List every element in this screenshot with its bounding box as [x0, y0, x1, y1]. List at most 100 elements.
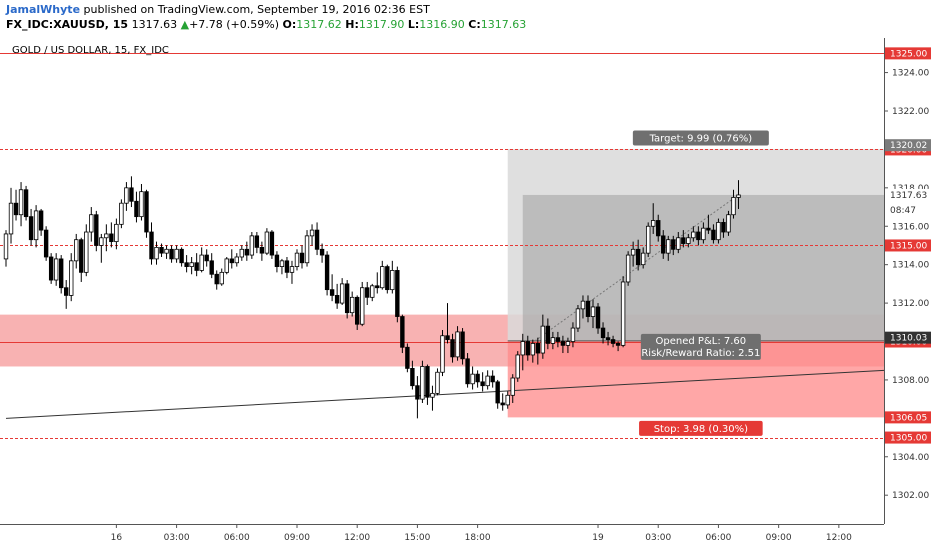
- candle-body: [349, 296, 355, 314]
- target-label: Target: 9.99 (0.76%): [649, 134, 753, 145]
- candle-body: [385, 266, 390, 291]
- chart-canvas[interactable]: Target: 9.99 (0.76%) Stop: 3.98 (0.30%) Op…: [0, 38, 932, 550]
- candle-body: [269, 231, 275, 256]
- price-tick-label: 1316.00: [892, 222, 929, 232]
- close-value: 1317.63: [480, 18, 527, 31]
- candle-body: [324, 254, 330, 291]
- candle-body: [701, 227, 706, 241]
- candle-body: [570, 327, 576, 342]
- candle-body: [194, 262, 199, 271]
- change-up-icon: ▲: [180, 18, 190, 31]
- trendline-layer: [5, 194, 885, 419]
- candle-body: [344, 283, 350, 314]
- price-tick-label: 1324.00: [892, 69, 929, 79]
- candle-body: [681, 237, 686, 244]
- candle-body: [69, 260, 74, 296]
- candle-body: [23, 189, 29, 218]
- candle-body: [104, 233, 109, 239]
- candle-body: [204, 254, 209, 262]
- level-tag: [885, 239, 931, 252]
- candle-body: [38, 210, 44, 231]
- candle-body: [264, 231, 270, 254]
- candle-body: [711, 229, 716, 241]
- candle-body: [640, 252, 646, 266]
- candle-body: [299, 252, 305, 264]
- candle-body: [224, 258, 229, 273]
- author-link[interactable]: JamalWhyte: [6, 3, 81, 16]
- candle-body: [254, 235, 260, 248]
- high-value: 1317.90: [358, 18, 405, 31]
- candle-body: [259, 246, 265, 254]
- candle-body: [189, 262, 194, 267]
- candle-body: [370, 285, 375, 298]
- candle-body: [18, 189, 24, 216]
- time-tick-label: 19: [592, 533, 604, 543]
- candle-body: [465, 358, 470, 385]
- candle-body: [505, 394, 510, 406]
- axes-layer: 1302.001304.001306.001308.001310.001312.…: [0, 38, 932, 550]
- candle-body: [43, 229, 49, 258]
- pnl-label: Opened P&L: 7.60: [656, 336, 747, 347]
- close-label: C:: [468, 18, 481, 31]
- rr-label: Risk/Reward Ratio: 2.51: [641, 348, 760, 359]
- candle-body: [585, 300, 591, 317]
- low-label: L:: [407, 18, 420, 31]
- candle-body: [545, 325, 551, 344]
- candle-body: [289, 266, 295, 273]
- level-tag-label: 1305.00: [890, 434, 927, 444]
- candle-body: [550, 337, 556, 344]
- candle-body: [109, 233, 114, 243]
- time-tick-label: 15:00: [404, 533, 430, 543]
- candle-body: [244, 248, 250, 256]
- price-tick-label: 1312.00: [892, 299, 929, 309]
- candle-body: [615, 343, 621, 346]
- price-tag: [885, 139, 931, 152]
- candle-body: [726, 214, 731, 233]
- candle-body: [209, 260, 214, 275]
- candle-body: [174, 248, 179, 260]
- price-tag: [885, 411, 931, 424]
- candle-body: [515, 354, 520, 379]
- price-tag-label: 1310.03: [890, 334, 927, 344]
- candle-body: [445, 335, 450, 340]
- candle-body: [525, 341, 530, 356]
- candle-body: [294, 252, 300, 267]
- candle-body: [470, 373, 475, 385]
- symbol-info: FX_IDC:XAUUSD, 15 1317.63 ▲+7.78 (+0.59%…: [6, 18, 526, 32]
- price-chart[interactable]: Target: 9.99 (0.76%) Stop: 3.98 (0.30%) Op…: [0, 38, 932, 550]
- candle-body: [284, 260, 290, 273]
- price-axis-bg: [884, 38, 932, 550]
- candle-body: [179, 248, 184, 264]
- candle-body: [400, 316, 405, 348]
- candle-body: [530, 343, 535, 356]
- candle-body: [605, 337, 611, 340]
- position-layer: [507, 149, 884, 418]
- candle-body: [696, 231, 701, 241]
- candle-body: [129, 187, 134, 202]
- candle-body: [58, 258, 64, 289]
- candle-body: [455, 331, 460, 358]
- candle-body: [134, 200, 139, 218]
- candle-body: [676, 237, 681, 250]
- candle-body: [540, 325, 546, 354]
- candle-body: [124, 187, 129, 204]
- candle-body: [28, 216, 34, 241]
- candle-body: [234, 256, 239, 264]
- candle-body: [666, 239, 671, 254]
- candle-body: [485, 375, 490, 387]
- time-tick-label: 12:00: [826, 533, 852, 543]
- candle-body: [319, 248, 325, 256]
- candle-body: [149, 231, 154, 260]
- candle-body: [520, 341, 525, 356]
- candle-body: [89, 214, 94, 233]
- candle-body: [119, 202, 124, 225]
- price-tick-label: 1314.00: [892, 261, 929, 271]
- candle-body: [716, 222, 721, 241]
- publish-info: JamalWhyte published on TradingView.com,…: [6, 3, 430, 17]
- candle-body: [575, 308, 581, 329]
- candle-body: [154, 246, 159, 260]
- candle-body: [645, 225, 651, 254]
- candle-body: [415, 385, 420, 400]
- candle-body: [706, 227, 711, 231]
- pnl-line: [534, 194, 739, 342]
